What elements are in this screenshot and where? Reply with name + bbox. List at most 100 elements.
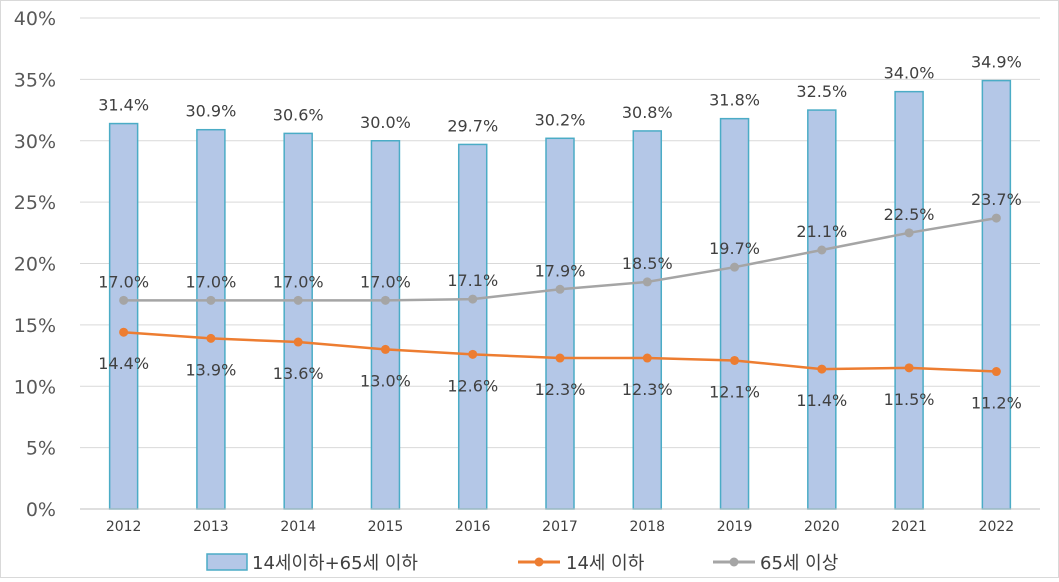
- series-point: [817, 245, 827, 255]
- series-point: [730, 355, 740, 365]
- line-data-label: 17.0%: [185, 272, 236, 291]
- legend-swatch-marker: [729, 557, 739, 567]
- bar: [719, 117, 750, 510]
- y-tick-label: 10%: [14, 376, 56, 398]
- line-data-label: 21.1%: [796, 222, 847, 241]
- bar: [807, 109, 837, 510]
- series-point: [468, 294, 478, 304]
- legend: 14세이하+65세 이하 14세 이하 65세 이상: [206, 553, 838, 574]
- line-data-label: 13.9%: [185, 360, 236, 379]
- bar-data-label: 32.5%: [796, 82, 847, 101]
- series-point: [904, 228, 914, 238]
- series-point: [380, 344, 390, 354]
- series-point: [206, 333, 216, 343]
- bar-data-label: 30.9%: [185, 102, 236, 121]
- line-series: [119, 213, 1001, 377]
- bar: [457, 143, 488, 510]
- bar-data-label: 31.8%: [709, 91, 760, 110]
- x-tick-label: 2016: [455, 519, 491, 535]
- line-data-label: 12.6%: [447, 376, 498, 395]
- y-tick-label: 30%: [14, 131, 56, 153]
- bar-data-label: 31.4%: [98, 96, 149, 115]
- bar-data-label: 30.6%: [273, 105, 324, 124]
- line-data-label: 17.0%: [273, 272, 324, 291]
- legend-swatch-bar: [206, 553, 248, 571]
- series-point: [642, 277, 652, 287]
- line-data-label: 18.5%: [622, 254, 673, 273]
- bar: [981, 79, 1012, 510]
- line-data-label: 23.7%: [971, 190, 1022, 209]
- series-point: [991, 367, 1001, 377]
- bar-data-label: 30.0%: [360, 113, 411, 132]
- bar: [108, 122, 139, 510]
- x-axis: 2012 2013 2014 2015 2016 2017 2018 2019 2020 2021…: [80, 508, 1040, 535]
- bar: [370, 140, 401, 510]
- bar-data-label: 34.9%: [971, 53, 1022, 72]
- series-point: [119, 295, 129, 305]
- x-tick-label: 2014: [280, 519, 316, 535]
- y-tick-label: 20%: [14, 254, 56, 276]
- x-tick-label: 2015: [368, 519, 404, 535]
- x-tick-label: 2013: [193, 519, 229, 535]
- series-point: [119, 327, 129, 337]
- series-point: [642, 353, 652, 363]
- legend-label: 65세 이상: [760, 553, 838, 574]
- bar-data-label: 34.0%: [884, 64, 935, 83]
- bar: [283, 132, 313, 510]
- x-tick-label: 2019: [717, 519, 753, 535]
- line-data-label: 11.5%: [884, 390, 935, 409]
- x-tick-label: 2018: [629, 519, 665, 535]
- y-tick-label: 40%: [14, 8, 56, 30]
- line-data-label: 17.1%: [447, 271, 498, 290]
- line-data-label: 19.7%: [709, 239, 760, 258]
- y-tick-label: 35%: [14, 69, 56, 91]
- y-tick-label: 25%: [14, 192, 56, 214]
- y-tick-label: 0%: [26, 499, 56, 521]
- line-data-label: 12.1%: [709, 382, 760, 401]
- series-point: [293, 337, 303, 347]
- bar-data-label: 29.7%: [447, 116, 498, 135]
- line-data-label: 17.0%: [360, 272, 411, 291]
- line-data-label: 17.0%: [98, 272, 149, 291]
- series-point: [817, 364, 827, 374]
- bar: [894, 90, 924, 510]
- line-data-label: 17.9%: [535, 261, 586, 280]
- y-axis: 0% 5% 10% 15% 20% 25% 30% 35% 40%: [14, 8, 56, 521]
- bar-data-label: 30.2%: [535, 110, 586, 129]
- line-data-label: 11.2%: [971, 394, 1022, 413]
- series-point: [380, 295, 390, 305]
- line-data-label: 13.0%: [360, 371, 411, 390]
- series-point: [206, 295, 216, 305]
- line-data-label: 11.4%: [796, 391, 847, 410]
- line-data-label: 14.4%: [98, 354, 149, 373]
- legend-label: 14세 이하: [566, 553, 645, 574]
- line-data-label: 12.3%: [622, 380, 673, 399]
- x-tick-label: 2017: [542, 519, 578, 535]
- legend-swatch-marker: [534, 557, 544, 567]
- x-tick-label: 2020: [804, 519, 840, 535]
- legend-label: 14세이하+65세 이하: [252, 553, 418, 574]
- y-tick-label: 15%: [14, 315, 56, 337]
- bar: [545, 137, 575, 510]
- bar: [196, 128, 226, 510]
- bar-data-label: 30.8%: [622, 103, 673, 122]
- x-tick-label: 2021: [891, 519, 927, 535]
- y-tick-label: 5%: [26, 438, 56, 460]
- series-point: [904, 363, 914, 373]
- bar-series: [108, 79, 1012, 510]
- x-tick-label: 2022: [979, 519, 1015, 535]
- series-point: [991, 213, 1001, 223]
- series-point: [293, 295, 303, 305]
- bar: [632, 130, 663, 510]
- data-labels: 31.4% 30.9% 30.6% 30.0% 29.7% 30.2% 30.8% 31.8%…: [98, 53, 1022, 413]
- series-point: [468, 349, 478, 359]
- line-data-label: 12.3%: [535, 380, 586, 399]
- x-tick-label: 2012: [106, 519, 142, 535]
- line-data-label: 13.6%: [273, 364, 324, 383]
- line-data-label: 22.5%: [884, 205, 935, 224]
- series-point: [555, 284, 565, 294]
- series-point: [555, 353, 565, 363]
- series-point: [730, 262, 740, 272]
